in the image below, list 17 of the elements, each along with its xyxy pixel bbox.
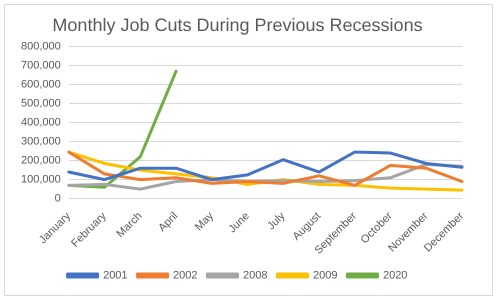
y-tick-label: 400,000 xyxy=(20,116,61,129)
legend-label: 2009 xyxy=(312,270,338,282)
legend-label: 2001 xyxy=(103,270,128,282)
y-tick-label: 500,000 xyxy=(20,98,61,110)
legend-label: 2020 xyxy=(382,270,408,282)
legend-label: 2008 xyxy=(243,270,268,282)
y-tick-label: 700,000 xyxy=(20,60,61,72)
y-tick-label: 800,000 xyxy=(20,40,61,53)
x-tick-label: July xyxy=(265,210,288,232)
y-tick-label: 200,000 xyxy=(20,154,61,167)
y-tick-label: 0 xyxy=(54,192,61,205)
chart-title: Monthly Job Cuts During Previous Recessions xyxy=(52,14,423,35)
y-tick-label: 100,000 xyxy=(20,174,61,186)
x-tick-label: May xyxy=(192,210,216,234)
y-tick-label: 600,000 xyxy=(20,78,61,91)
y-tick-label: 300,000 xyxy=(20,136,61,148)
legend-label: 2002 xyxy=(173,270,198,282)
